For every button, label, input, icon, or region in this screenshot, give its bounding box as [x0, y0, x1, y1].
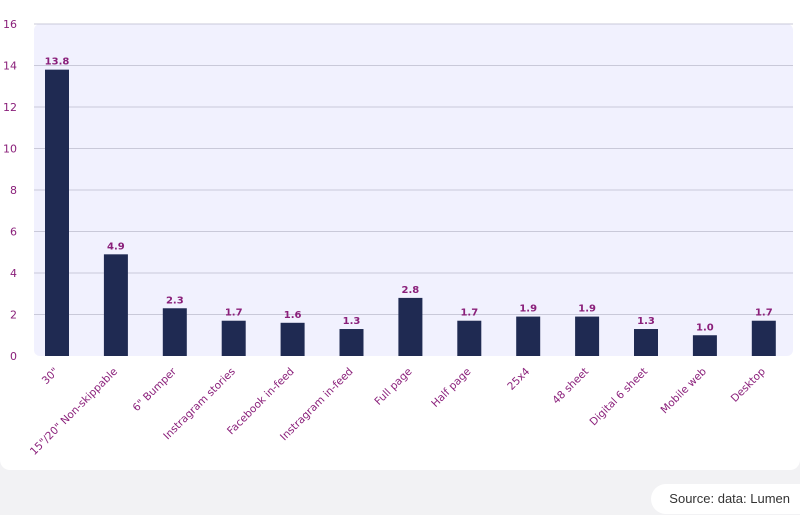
bar [398, 297, 423, 356]
data-label: 1.9 [519, 304, 537, 315]
data-label: 1.3 [343, 316, 361, 327]
y-tick-label: 8 [10, 184, 17, 197]
bar [103, 254, 128, 356]
data-label: 1.7 [460, 308, 478, 319]
bar [162, 308, 187, 356]
data-label: 1.7 [755, 308, 773, 319]
bar [634, 329, 658, 356]
x-tick-label: Mobile web [658, 365, 709, 416]
bar [339, 329, 364, 356]
y-tick-label: 0 [10, 350, 17, 363]
data-label: 2.3 [166, 295, 184, 306]
y-tick-label: 14 [3, 60, 17, 73]
bar [45, 69, 69, 357]
source-note: Source: data: Lumen [651, 484, 800, 514]
y-tick-label: 6 [10, 226, 17, 239]
x-tick-label: 30" [40, 366, 61, 387]
data-label: 1.9 [578, 304, 596, 315]
x-tick-label: 25x4 [505, 365, 532, 392]
y-tick-label: 4 [10, 267, 17, 280]
x-tick-label: Full page [372, 366, 414, 408]
bar [280, 322, 305, 356]
bar [575, 316, 600, 356]
data-label: 4.9 [107, 241, 125, 252]
data-label: 1.3 [637, 316, 655, 327]
y-tick-label: 12 [3, 101, 17, 114]
bar [457, 320, 482, 356]
y-tick-label: 2 [10, 309, 17, 322]
x-tick-label: Desktop [729, 365, 768, 404]
data-label: 2.8 [402, 285, 420, 296]
data-label: 1.6 [284, 310, 302, 321]
x-tick-label: Digital 6 sheet [587, 366, 650, 429]
data-label: 1.7 [225, 308, 243, 319]
y-tick-label: 16 [3, 18, 17, 31]
bar [221, 320, 246, 356]
bar [751, 320, 776, 356]
data-label: 13.8 [45, 57, 70, 68]
bar [516, 316, 541, 356]
x-tick-label: Half page [429, 366, 473, 410]
data-label: 1.0 [696, 322, 714, 333]
chart-card: 0 2 4 6 8 10 12 14 16 13.8 30" 4.9 15"/20" Non-skipp… [0, 0, 800, 470]
y-tick-label: 10 [3, 143, 17, 156]
bar [692, 335, 717, 356]
x-tick-label: 48 sheet [550, 366, 591, 407]
x-tick-label: 6" Bumper [131, 365, 180, 414]
